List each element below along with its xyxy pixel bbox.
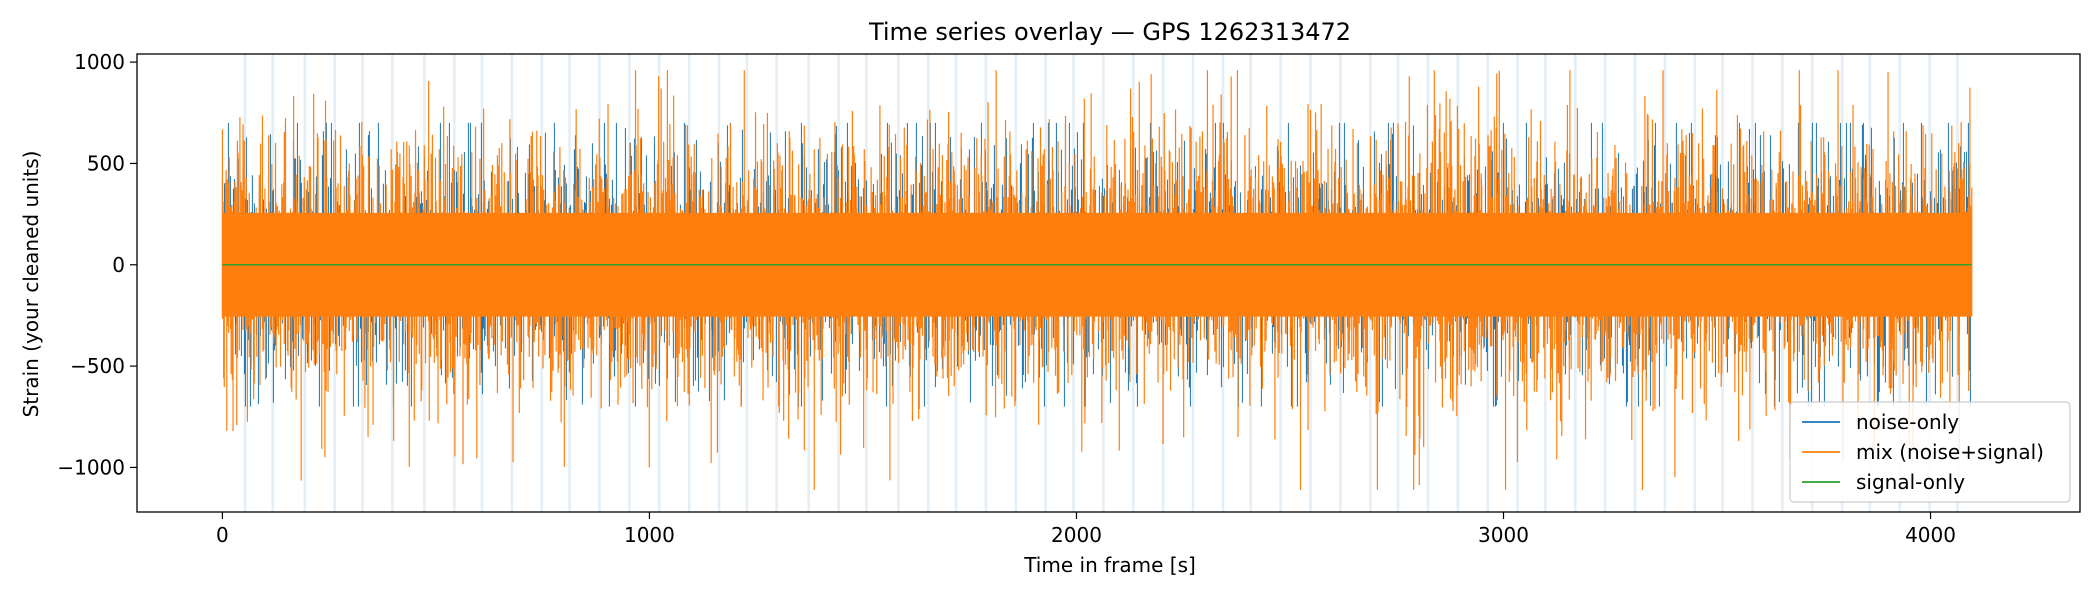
y-tick-label: −500: [70, 354, 125, 378]
plot-area: [136, 53, 2081, 513]
legend-entry-label: signal-only: [1856, 470, 1965, 494]
x-tick-label: 4000: [1905, 523, 1956, 547]
series-group: [221, 70, 1973, 490]
y-tick-label: −1000: [57, 455, 125, 479]
y-tick-label: 500: [87, 151, 125, 175]
x-tick-label: 2000: [1051, 523, 1102, 547]
axes-frame: [136, 53, 2081, 513]
x-tick-label: 0: [216, 523, 229, 547]
y-axis-ticks: 1000 500 0 −500 −1000: [57, 50, 137, 479]
y-tick-label: 1000: [74, 50, 125, 74]
x-tick-label: 3000: [1478, 523, 1529, 547]
y-tick-label: 0: [112, 253, 125, 277]
legend-box: [1789, 401, 2071, 503]
x-tick-label: 1000: [624, 523, 675, 547]
chart-title: Time series overlay — GPS 1262313472: [868, 18, 1351, 46]
legend: noise-only mix (noise+signal) signal-only: [1789, 401, 2071, 503]
legend-entry-label: mix (noise+signal): [1856, 440, 2044, 464]
x-axis-label: Time in frame [s]: [1023, 553, 1196, 577]
legend-entry-label: noise-only: [1856, 410, 1959, 434]
y-axis-label: Strain (your cleaned units): [19, 151, 43, 418]
x-axis-ticks: 0 1000 2000 3000 4000: [216, 512, 1956, 547]
